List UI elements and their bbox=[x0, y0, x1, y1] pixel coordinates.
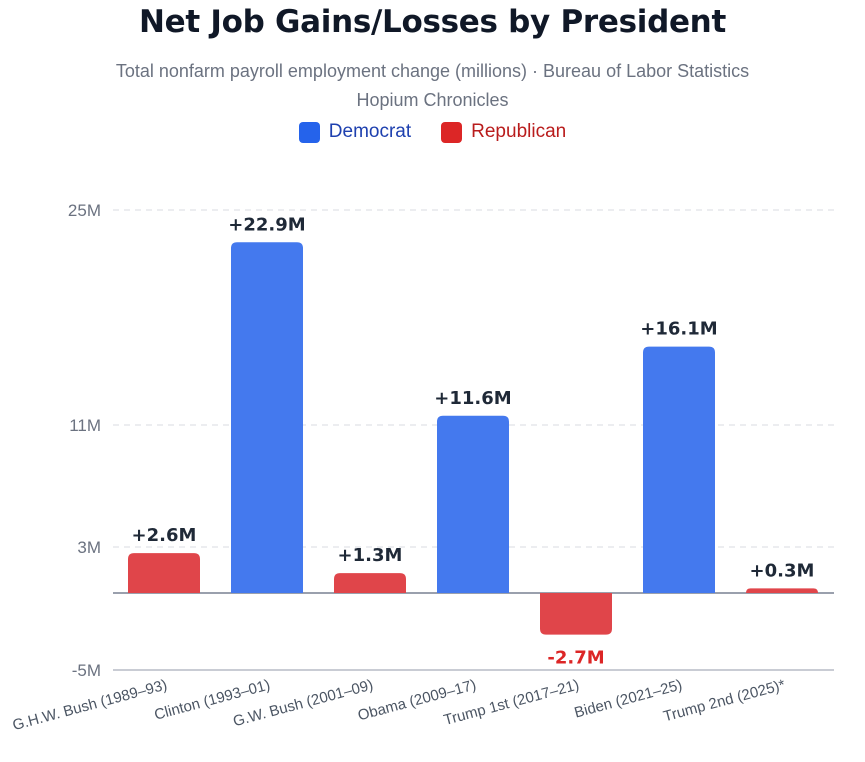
data-label-clinton-1993-01: +22.9M bbox=[228, 214, 305, 235]
bar-obama-2009-17[interactable] bbox=[437, 415, 509, 593]
legend-item-democrat[interactable]: Democrat bbox=[298, 121, 412, 143]
bar-clinton-1993-01[interactable] bbox=[231, 242, 303, 593]
legend-swatch-democrat bbox=[298, 121, 320, 143]
chart-title: Net Job Gains/Losses by President bbox=[139, 4, 726, 40]
bar-trump-1st-2017-21[interactable] bbox=[540, 593, 612, 635]
bar-trump-2nd-2025[interactable] bbox=[746, 588, 818, 593]
data-label-g-h-w-bush-1989-93: +2.6M bbox=[132, 525, 197, 546]
data-label-trump-2nd-2025: +0.3M bbox=[750, 560, 815, 581]
data-label-obama-2009-17: +11.6M bbox=[434, 388, 511, 409]
bar-biden-2021-25[interactable] bbox=[643, 346, 715, 593]
legend-label-republican: Republican bbox=[471, 121, 567, 142]
chart-source-line: Hopium Chronicles bbox=[356, 90, 509, 110]
legend-swatch-republican bbox=[441, 121, 463, 143]
data-label-biden-2021-25: +16.1M bbox=[640, 319, 717, 340]
x-tick-label-g-h-w-bush-1989-93: G.H.W. Bush (1989–93) bbox=[11, 676, 169, 734]
y-tick-label: 11M bbox=[69, 416, 101, 435]
data-label-g-w-bush-2001-09: +1.3M bbox=[338, 545, 403, 566]
chart-subtitle-block: Total nonfarm payroll employment change … bbox=[0, 57, 865, 115]
chart-subtitle: Total nonfarm payroll employment change … bbox=[115, 61, 750, 81]
legend: Democrat Republican bbox=[0, 121, 865, 143]
legend-label-democrat: Democrat bbox=[328, 121, 412, 142]
legend-item-republican[interactable]: Republican bbox=[441, 121, 566, 143]
bar-g-w-bush-2001-09[interactable] bbox=[334, 573, 406, 593]
bar-g-h-w-bush-1989-93[interactable] bbox=[128, 553, 200, 593]
y-tick-label: -5M bbox=[72, 661, 101, 680]
y-tick-label: 25M bbox=[68, 201, 101, 220]
data-label-trump-1st-2017-21: -2.7M bbox=[547, 648, 604, 669]
y-tick-label: 3M bbox=[77, 538, 101, 557]
